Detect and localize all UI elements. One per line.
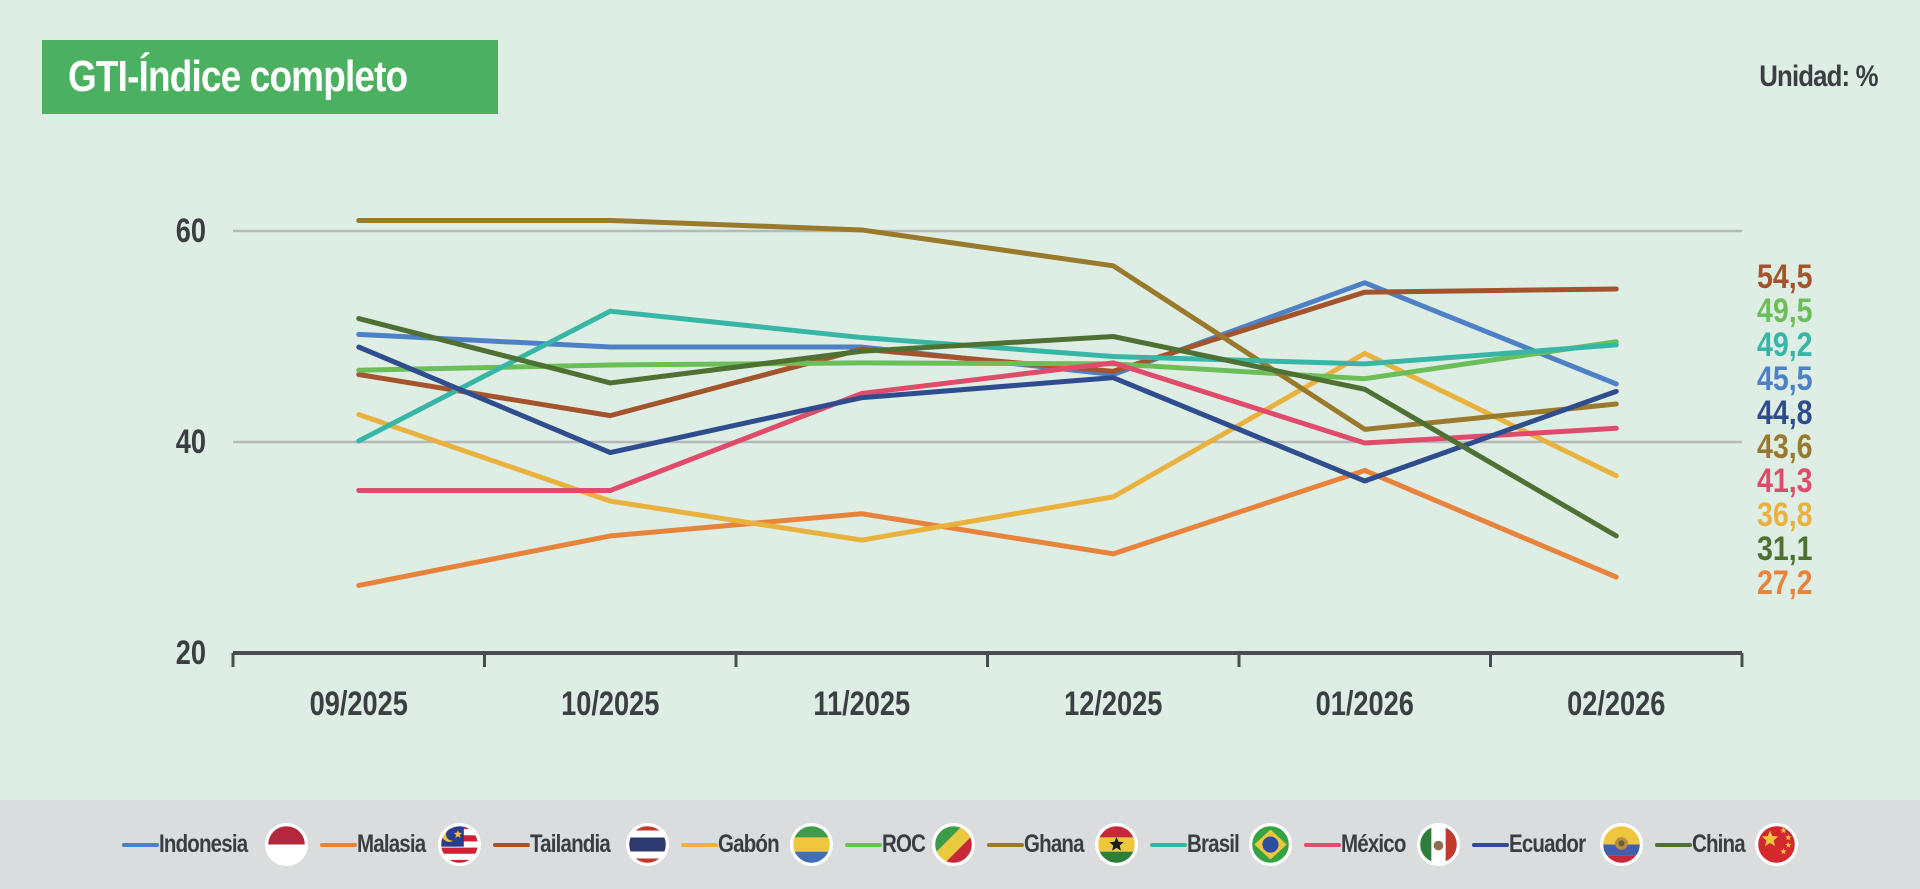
mexico-flag-icon <box>1417 823 1461 866</box>
y-axis-tick-label: 20 <box>176 633 206 672</box>
malaysia-flag-icon <box>438 823 482 866</box>
ghana-flag-icon <box>1095 823 1139 866</box>
series-line-malasia <box>356 467 1619 588</box>
legend-item-indonesia: Indonesia <box>122 823 308 866</box>
legend-country-label: Malasia <box>356 830 426 858</box>
legend-line-swatch <box>122 842 160 847</box>
legend-line-swatch <box>987 842 1025 847</box>
end-value-label: 43,6 <box>1757 428 1813 466</box>
legend: Indonesia Malasia Tailandia Gabón ROC Ghana Br… <box>0 800 1920 889</box>
end-value-label: 41,3 <box>1757 462 1813 500</box>
series-line-china <box>356 316 1619 539</box>
x-axis-tick-label: 02/2026 <box>1567 684 1665 723</box>
legend-country-label: Gabón <box>717 830 780 858</box>
legend-line-swatch <box>319 842 357 847</box>
legend-line-swatch <box>493 842 531 847</box>
legend-line-swatch <box>1655 842 1693 847</box>
x-axis-tick-label: 09/2025 <box>310 684 408 723</box>
thailand-flag-icon <box>625 823 669 866</box>
end-value-label: 44,8 <box>1757 394 1813 432</box>
y-axis-tick-label: 60 <box>176 211 206 250</box>
brazil-flag-icon <box>1248 823 1292 866</box>
legend-country-label: China <box>1692 830 1746 858</box>
x-axis-tick-label: 10/2025 <box>561 684 659 723</box>
unit-label: Unidad: % <box>1759 60 1879 93</box>
legend-item-roc: ROC <box>844 823 976 866</box>
series-line-ghana <box>356 217 1619 432</box>
legend-item-ecuador: Ecuador <box>1472 823 1644 866</box>
legend-item-brasil: Brasil <box>1150 823 1292 866</box>
end-value-label: 31,1 <box>1757 530 1813 568</box>
ecuador-flag-icon <box>1600 823 1644 866</box>
end-value-label: 54,5 <box>1757 258 1813 296</box>
legend-country-label: Ghana <box>1024 830 1085 858</box>
legend-item-mxico: México <box>1303 823 1461 866</box>
end-value-label: 27,2 <box>1757 564 1813 602</box>
x-axis-tick-label: 01/2026 <box>1316 684 1414 723</box>
legend-line-swatch <box>844 842 882 847</box>
legend-item-malasia: Malasia <box>319 823 482 866</box>
x-axis-tick-label: 12/2025 <box>1064 684 1162 723</box>
end-value-label: 45,5 <box>1757 360 1813 398</box>
legend-country-label: ROC <box>881 830 926 858</box>
legend-line-swatch <box>1303 842 1341 847</box>
gabon-flag-icon <box>789 823 833 866</box>
legend-country-label: Indonesia <box>159 830 248 858</box>
y-axis-tick-label: 40 <box>176 422 206 461</box>
legend-country-label: Ecuador <box>1509 830 1586 858</box>
legend-country-label: México <box>1340 830 1406 858</box>
series-line-brasil <box>356 308 1619 444</box>
legend-line-swatch <box>1472 842 1510 847</box>
series-line-mxico <box>356 360 1619 494</box>
legend-line-swatch <box>1150 842 1188 847</box>
end-value-label: 49,5 <box>1757 292 1813 330</box>
x-axis-tick-label: 11/2025 <box>813 684 910 723</box>
china-flag-icon <box>1754 823 1798 866</box>
legend-line-swatch <box>680 842 718 847</box>
legend-item-china: China <box>1655 823 1798 866</box>
legend-country-label: Brasil <box>1187 830 1240 858</box>
series-line-tailandia <box>356 286 1619 419</box>
congo-flag-icon <box>932 823 976 866</box>
indonesia-flag-icon <box>264 823 308 866</box>
end-value-label: 49,2 <box>1757 326 1813 364</box>
legend-country-label: Tailandia <box>530 830 611 858</box>
end-value-label: 36,8 <box>1757 496 1813 534</box>
series-line-ecuador <box>356 344 1619 484</box>
line-chart: 60 40 20 09/2025 10/2025 11/2025 12/2025 01/202… <box>176 211 1813 723</box>
page-title: GTI-Índice completo <box>42 40 498 114</box>
page-title-text: GTI-Índice completo <box>68 52 408 101</box>
series-line-roc <box>356 339 1619 382</box>
legend-item-ghana: Ghana <box>987 823 1139 866</box>
legend-item-tailandia: Tailandia <box>493 823 669 866</box>
series-line-gabn <box>356 350 1619 543</box>
legend-item-gabn: Gabón <box>680 823 833 866</box>
